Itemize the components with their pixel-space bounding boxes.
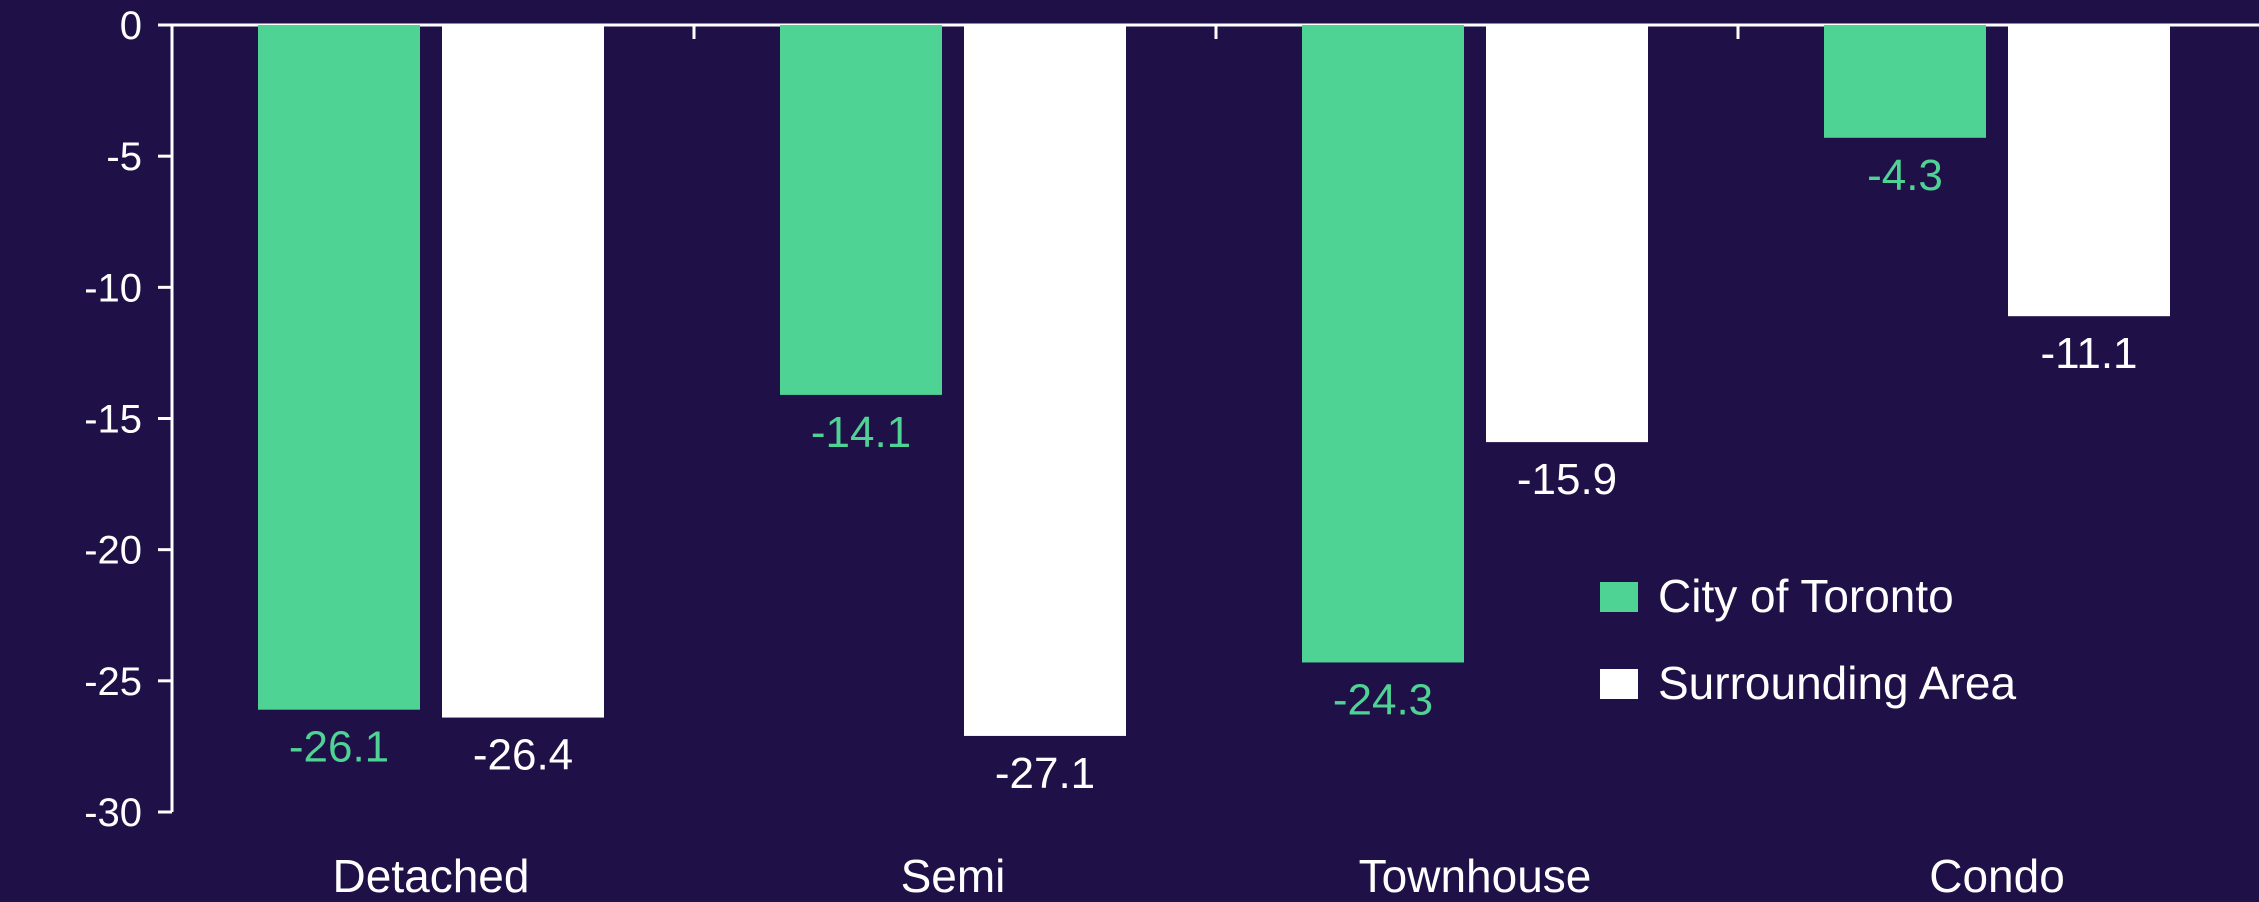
- legend-swatch: [1600, 669, 1638, 699]
- y-tick-label: -20: [84, 529, 142, 573]
- bar-semi-surrounding-area: [964, 25, 1126, 736]
- y-tick-label: -5: [106, 135, 142, 179]
- bar-townhouse-surrounding-area: [1486, 25, 1648, 443]
- bar-condo-surrounding-area: [2008, 25, 2170, 317]
- y-tick-label: -25: [84, 660, 142, 704]
- bar-detached-city-of-toronto: [258, 25, 420, 710]
- legend-label: Surrounding Area: [1658, 657, 2016, 709]
- data-label: -26.1: [289, 723, 389, 772]
- data-label: -15.9: [1517, 455, 1617, 504]
- x-tick-label: Townhouse: [1359, 850, 1592, 897]
- data-label: -11.1: [2040, 329, 2137, 378]
- bar-detached-surrounding-area: [442, 25, 604, 718]
- x-tick-label: Detached: [333, 850, 530, 897]
- y-tick-label: -30: [84, 791, 142, 835]
- legend: City of Toronto Surrounding Area: [1600, 570, 2016, 709]
- bar-townhouse-city-of-toronto: [1302, 25, 1464, 663]
- legend-swatch: [1600, 582, 1638, 612]
- x-axis: Detached Semi Townhouse Condo: [333, 850, 2065, 902]
- y-tick-label: -10: [84, 266, 142, 310]
- y-tick-label: -15: [84, 398, 142, 442]
- legend-label: City of Toronto: [1658, 570, 1954, 622]
- x-tick-label: Semi: [901, 850, 1006, 897]
- data-label: -14.1: [811, 408, 911, 457]
- y-tick-label: 0: [120, 4, 142, 48]
- bars: [258, 25, 2170, 736]
- data-label: -4.3: [1867, 151, 1943, 200]
- data-label: -27.1: [995, 749, 1095, 798]
- x-tick-label: Condo: [1929, 850, 2065, 897]
- bar-semi-city-of-toronto: [780, 25, 942, 395]
- bar-condo-city-of-toronto: [1824, 25, 1986, 138]
- data-labels: -26.1 -26.4 -14.1 -27.1 -24.3 -15.9 -4.3 -11.1: [289, 151, 2138, 798]
- data-label: -26.4: [473, 731, 573, 780]
- data-label: -24.3: [1333, 675, 1433, 724]
